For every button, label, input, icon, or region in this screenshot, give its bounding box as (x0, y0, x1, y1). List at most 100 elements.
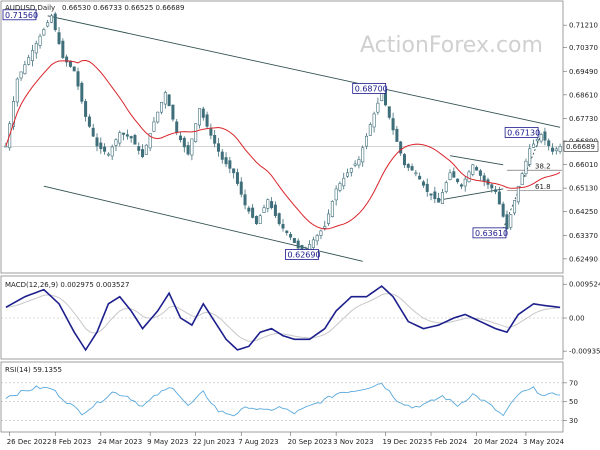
macd-ytick-label: 0.00 (569, 315, 585, 323)
candle-body (160, 101, 164, 113)
candle-body (429, 193, 433, 196)
x-tick-label: 3 May 2024 (523, 438, 565, 446)
candle-body (156, 111, 160, 123)
candle-body (349, 168, 353, 173)
candle-body (494, 189, 498, 192)
candle-body (285, 230, 289, 233)
price-ytick-label: 0.65130 (569, 185, 598, 193)
candle-body (129, 136, 133, 139)
candle-body (547, 140, 551, 147)
candle-body (539, 134, 543, 142)
candle-body (509, 214, 513, 228)
candle-body (152, 121, 156, 132)
candle-body (425, 183, 429, 192)
x-tick-label: 7 Aug 2023 (238, 438, 278, 446)
candle-body (558, 146, 562, 152)
candle-body (501, 203, 505, 217)
candle-body (410, 166, 414, 171)
candle-body (182, 137, 186, 148)
candle-body (463, 178, 467, 187)
price-label-text: 0.68700 (355, 84, 388, 93)
x-tick-label: 19 Dec 2023 (382, 438, 427, 446)
candle-body (543, 131, 547, 141)
candle-body (471, 164, 475, 175)
candle-body (520, 173, 524, 186)
candle-body (122, 132, 126, 135)
candle-body (213, 135, 217, 144)
candle-body (80, 82, 84, 102)
candle-body (232, 168, 236, 174)
x-axis: 26 Dec 2022 8 Feb 2023 24 Mar 2023 9 May 20… (7, 432, 565, 446)
macd-ytick-label: 0.009524 (569, 281, 600, 289)
candle-body (277, 213, 281, 225)
candle-body (368, 124, 372, 136)
candle-body (163, 92, 167, 105)
macd-ytick-label: -0.00935 (569, 348, 600, 356)
triangle-upper-line (449, 155, 504, 166)
candle-body (327, 213, 331, 224)
candle-body (338, 183, 342, 191)
candle-body (110, 146, 114, 157)
x-tick-label: 5 Feb 2024 (428, 438, 468, 446)
candle-body (99, 142, 103, 150)
x-tick-label: 22 Jun 2023 (193, 438, 235, 446)
candle-body (114, 139, 118, 146)
candle-body (205, 114, 209, 127)
x-tick-label: 20 Mar 2024 (474, 438, 519, 446)
support-trend-line (502, 134, 542, 230)
macd-indicator: 0.009524 0.00 -0.00935 (1, 281, 600, 356)
candle-body (346, 172, 350, 177)
price-label-text: 0.71560 (5, 11, 38, 20)
candle-body (353, 163, 357, 166)
candle-body (144, 144, 148, 155)
candle-body (167, 94, 171, 107)
watermark: ActionForex.com (360, 33, 543, 58)
candle-body (53, 13, 57, 31)
candle-body (270, 201, 274, 208)
candle-body (444, 182, 448, 192)
price-label-box (352, 83, 387, 94)
fib-61-8-label: 61.8 (535, 183, 551, 191)
x-tick-label: 9 May 2023 (147, 438, 188, 446)
candle-body (141, 149, 145, 158)
candle-body (171, 104, 175, 120)
candle-body (262, 207, 266, 213)
rsi-line (5, 382, 561, 417)
triangle-lower-line (438, 188, 504, 201)
rsi-panel (0, 361, 564, 433)
candle-body (201, 108, 205, 118)
candle-body (68, 60, 72, 67)
candle-body (254, 216, 258, 225)
candle-body (84, 101, 88, 117)
rsi-ytick-label: 70 (569, 379, 578, 387)
candle-body (505, 214, 509, 230)
candle-body (266, 199, 270, 209)
x-tick-label: 20 Sep 2023 (288, 438, 332, 446)
candle-body (103, 146, 107, 152)
candle-body (372, 113, 376, 128)
x-tick-label: 24 Mar 2023 (98, 438, 142, 446)
candle-body (551, 147, 555, 152)
candle-body (478, 170, 482, 176)
candle-body (452, 171, 456, 178)
rsi-ytick-label: 30 (569, 417, 578, 425)
candle-body (281, 224, 285, 229)
candle-body (361, 147, 365, 163)
macd-line (5, 285, 561, 352)
price-label-box (504, 127, 539, 138)
fib-38-2-label: 38.2 (535, 163, 551, 171)
candle-body (395, 128, 399, 142)
candle-body (387, 106, 391, 118)
candle-body (482, 175, 486, 182)
candle-body (15, 78, 19, 103)
candle-body (133, 135, 137, 145)
price-label-text: 0.63610 (475, 229, 508, 238)
candle-body (296, 240, 300, 249)
candle-body (532, 143, 536, 148)
x-tick-label: 8 Feb 2023 (52, 438, 91, 446)
candle-body (239, 181, 243, 195)
candle-body (106, 153, 110, 156)
candle-body (399, 141, 403, 154)
candle-body (289, 234, 293, 238)
chart-symbol: AUDUSD,Daily (5, 4, 55, 12)
